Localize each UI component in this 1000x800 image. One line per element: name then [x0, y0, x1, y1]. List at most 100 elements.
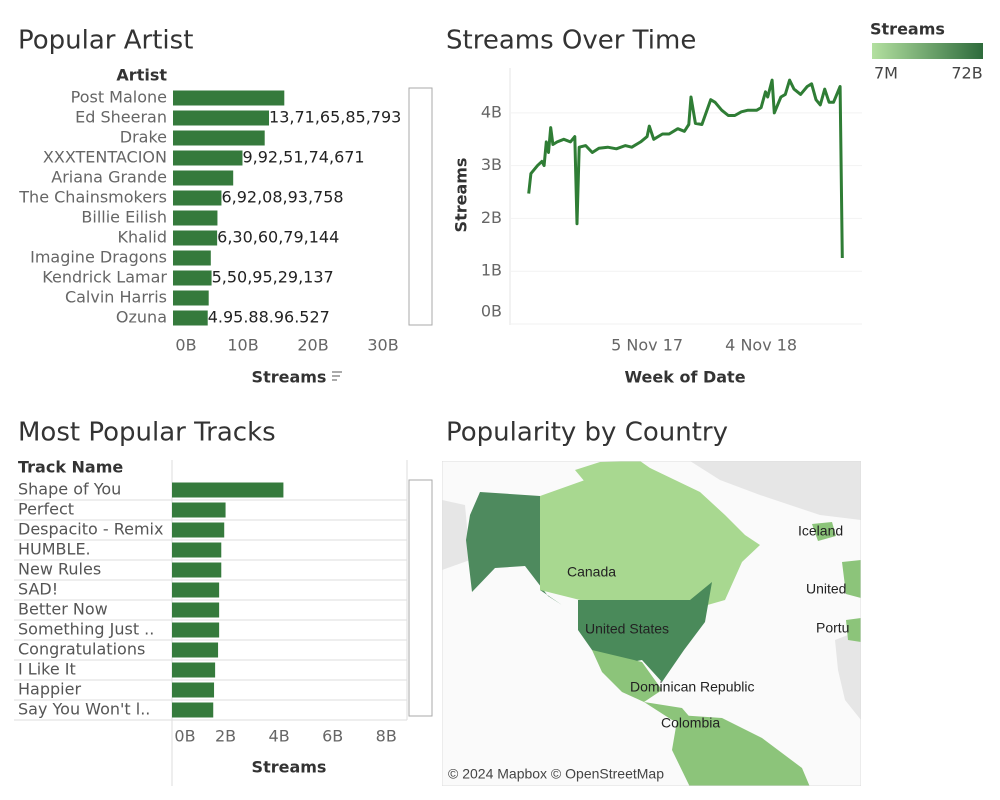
- uk: [842, 560, 861, 598]
- map[interactable]: [442, 461, 861, 787]
- category-label: Khalid: [118, 228, 167, 247]
- x-tick-label: 5 Nov 17: [611, 336, 683, 355]
- scrollbar[interactable]: [408, 479, 433, 717]
- asia: [442, 500, 470, 570]
- category-label: Drake: [120, 128, 167, 147]
- x-tick-label: 0B: [175, 336, 196, 355]
- category-label: Post Malone: [71, 88, 167, 107]
- bar: [172, 662, 216, 678]
- y-tick-label: 3B: [481, 155, 502, 174]
- category-label: Something Just ..: [18, 620, 154, 639]
- greenland: [690, 461, 861, 520]
- value-label: 9,92,51,74,671: [242, 148, 364, 167]
- bar: [172, 542, 222, 558]
- x-tick-label: 8B: [376, 727, 397, 746]
- value-label: 6,92,08,93,758: [221, 188, 343, 207]
- iceland: [812, 522, 836, 541]
- bar: [172, 582, 220, 598]
- chart-title: Popular Artist: [18, 26, 193, 56]
- category-label: Billie Eilish: [81, 208, 167, 227]
- category-label: Imagine Dragons: [30, 248, 167, 267]
- arctic-islands: [575, 461, 660, 488]
- bar: [173, 190, 222, 206]
- chart-title: Most Popular Tracks: [18, 418, 276, 448]
- x-tick-label: 10B: [227, 336, 258, 355]
- category-label: Happier: [18, 680, 81, 699]
- country-label: Iceland: [798, 523, 843, 539]
- category-label: Shape of You: [18, 480, 121, 499]
- value-label: 4.95.88.96.527: [208, 308, 330, 327]
- bar: [172, 482, 284, 498]
- value-label: 6,30,60,79,144: [217, 228, 339, 247]
- category-label: New Rules: [18, 560, 101, 579]
- category-header: Artist: [116, 66, 167, 85]
- x-axis-label: Streams: [252, 368, 327, 387]
- category-label: Say You Won't l..: [18, 700, 150, 719]
- bar: [173, 230, 218, 246]
- y-tick-label: 2B: [481, 208, 502, 227]
- bar: [172, 562, 222, 578]
- mexico: [592, 650, 662, 702]
- bar: [172, 682, 215, 698]
- category-label: Better Now: [18, 600, 108, 619]
- country-label: Dominican Republic: [630, 679, 755, 695]
- category-label: Calvin Harris: [65, 288, 167, 307]
- value-label: 13,71,65,85,793: [269, 108, 401, 127]
- category-label: Ozuna: [116, 308, 167, 327]
- value-label: 5,50,95,29,137: [212, 268, 334, 287]
- sort-icon[interactable]: [332, 371, 342, 381]
- line: [527, 78, 844, 259]
- legend-max: 72B: [951, 64, 982, 83]
- map-attribution: © 2024 Mapbox © OpenStreetMap: [448, 766, 664, 782]
- alaska: [466, 492, 562, 605]
- bar: [173, 170, 234, 186]
- chart-title: Popularity by Country: [446, 418, 728, 448]
- bar: [173, 150, 243, 166]
- category-label: I Like It: [18, 660, 76, 679]
- category-header: Track Name: [18, 458, 123, 477]
- x-tick-label: 0B: [174, 727, 195, 746]
- category-label: Ariana Grande: [51, 168, 167, 187]
- bar: [173, 90, 285, 106]
- x-tick-label: 2B: [215, 727, 236, 746]
- category-label: HUMBLE.: [18, 540, 91, 559]
- x-tick-label: 30B: [367, 336, 398, 355]
- category-label: Ed Sheeran: [75, 108, 167, 127]
- portugal: [846, 618, 861, 642]
- africa: [835, 630, 861, 720]
- y-tick-label: 0B: [481, 302, 502, 321]
- category-label: SAD!: [18, 580, 58, 599]
- country-label: Canada: [567, 564, 616, 580]
- bar: [172, 522, 225, 538]
- x-tick-label: 20B: [297, 336, 328, 355]
- bar: [173, 290, 209, 306]
- category-label: Congratulations: [18, 640, 145, 659]
- x-tick-label: 6B: [322, 727, 343, 746]
- scrollbar[interactable]: [408, 87, 433, 326]
- bar: [172, 602, 220, 618]
- x-tick-label: 4 Nov 18: [725, 336, 797, 355]
- country-label: Colombia: [661, 715, 720, 731]
- country-label: United States: [585, 621, 669, 637]
- legend-title: Streams: [870, 20, 945, 39]
- legend-min: 7M: [874, 64, 898, 83]
- bar: [172, 622, 220, 638]
- x-tick-label: 4B: [269, 727, 290, 746]
- category-label: Perfect: [18, 500, 74, 519]
- legend-gradient: [872, 43, 983, 59]
- bar: [172, 702, 214, 718]
- y-axis-label: Streams: [452, 158, 471, 233]
- x-axis-label: Week of Date: [624, 368, 745, 387]
- country-label: Portu: [816, 620, 849, 636]
- y-tick-label: 4B: [481, 102, 502, 121]
- x-axis-label: Streams: [252, 758, 327, 777]
- country-label: United: [806, 581, 846, 597]
- bar: [173, 270, 212, 286]
- canada: [540, 468, 760, 610]
- bar: [173, 110, 270, 126]
- bar: [173, 250, 211, 266]
- y-tick-label: 1B: [481, 261, 502, 280]
- category-label: Kendrick Lamar: [42, 268, 167, 287]
- category-label: The Chainsmokers: [18, 188, 167, 207]
- category-label: XXXTENTACION: [43, 148, 167, 167]
